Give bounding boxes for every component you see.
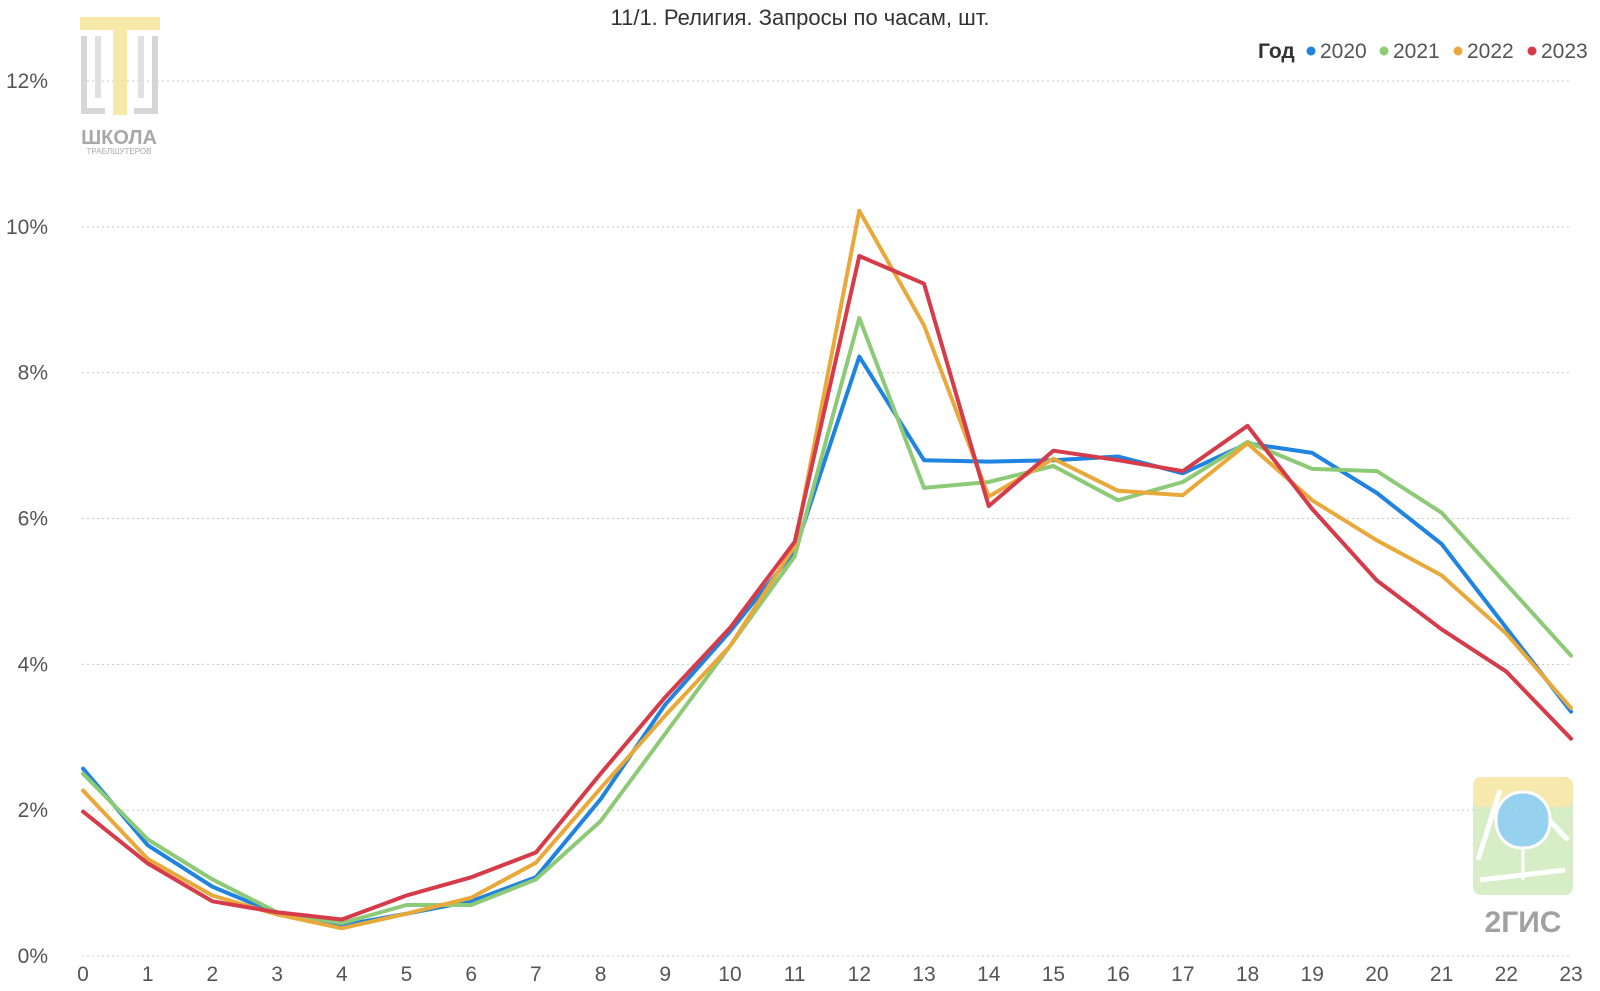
x-tick-label: 17 bbox=[1171, 963, 1194, 986]
school-logo-text: ШКОЛА bbox=[81, 127, 157, 149]
x-tick-label: 1 bbox=[142, 963, 154, 986]
x-tick-label: 14 bbox=[977, 963, 1001, 986]
y-tick-label: 8% bbox=[18, 362, 48, 385]
series-line-2020 bbox=[81, 354, 1573, 928]
x-tick-label: 21 bbox=[1430, 963, 1453, 986]
legend-marker-2020 bbox=[1306, 46, 1316, 56]
x-tick-label: 22 bbox=[1495, 963, 1518, 986]
x-tick-label: 15 bbox=[1042, 963, 1065, 986]
legend-label-2022: 2022 bbox=[1467, 40, 1514, 63]
x-tick-label: 19 bbox=[1301, 963, 1324, 986]
legend-marker-2023 bbox=[1527, 46, 1537, 56]
school-logo: ШКОЛА ТРАБЛШУТЕРОВ bbox=[80, 17, 160, 156]
legend-title: Год bbox=[1258, 40, 1295, 63]
x-tick-label: 9 bbox=[659, 963, 671, 986]
x-tick-label: 16 bbox=[1106, 963, 1129, 986]
legend: Год 2020 2021 2022 2023 bbox=[1258, 40, 1588, 63]
y-tick-label: 4% bbox=[18, 653, 48, 676]
x-tick-label: 11 bbox=[784, 963, 806, 986]
x-tick-label: 4 bbox=[336, 963, 348, 986]
y-tick-label: 12% bbox=[6, 70, 48, 93]
series-line-2021 bbox=[81, 316, 1573, 926]
x-tick-label: 23 bbox=[1559, 963, 1582, 986]
series-line-2022 bbox=[81, 208, 1573, 931]
legend-label-2023: 2023 bbox=[1541, 40, 1588, 63]
x-tick-label: 20 bbox=[1365, 963, 1388, 986]
x-tick-label: 5 bbox=[401, 963, 413, 986]
x-tick-label: 3 bbox=[271, 963, 283, 986]
x-tick-label: 2 bbox=[207, 963, 219, 986]
grid-lines bbox=[82, 80, 1572, 957]
x-tick-label: 0 bbox=[77, 963, 89, 986]
x-tick-label: 13 bbox=[912, 963, 935, 986]
legend-marker-2022 bbox=[1453, 46, 1463, 56]
x-tick-label: 10 bbox=[718, 963, 741, 986]
chart-title: 11/1. Религия. Запросы по часам, шт. bbox=[611, 5, 990, 30]
x-tick-label: 12 bbox=[848, 963, 871, 986]
y-tick-label: 2% bbox=[18, 799, 48, 822]
x-tick-label: 6 bbox=[465, 963, 477, 986]
school-logo-subtext: ТРАБЛШУТЕРОВ bbox=[87, 147, 152, 156]
x-tick-label: 7 bbox=[530, 963, 542, 986]
x-axis-ticks: 0 1 2 3 4 5 6 7 8 9 10 11 12 13 14 15 16 17 18 19 20 21 22 23 bbox=[77, 963, 1583, 986]
series-line-2023 bbox=[81, 254, 1573, 922]
legend-label-2020: 2020 bbox=[1320, 40, 1367, 63]
2gis-logo: 2ГИС bbox=[1473, 777, 1573, 939]
x-tick-label: 8 bbox=[595, 963, 607, 986]
y-tick-label: 0% bbox=[18, 945, 48, 968]
x-tick-label: 18 bbox=[1236, 963, 1259, 986]
legend-label-2021: 2021 bbox=[1393, 40, 1440, 63]
series-lines bbox=[81, 208, 1573, 931]
legend-marker-2021 bbox=[1379, 46, 1389, 56]
y-axis-ticks: 0% 2% 4% 6% 8% 10% 12% bbox=[6, 70, 48, 968]
2gis-logo-text: 2ГИС bbox=[1485, 906, 1562, 939]
y-tick-label: 10% bbox=[6, 216, 48, 239]
y-tick-label: 6% bbox=[18, 508, 48, 531]
